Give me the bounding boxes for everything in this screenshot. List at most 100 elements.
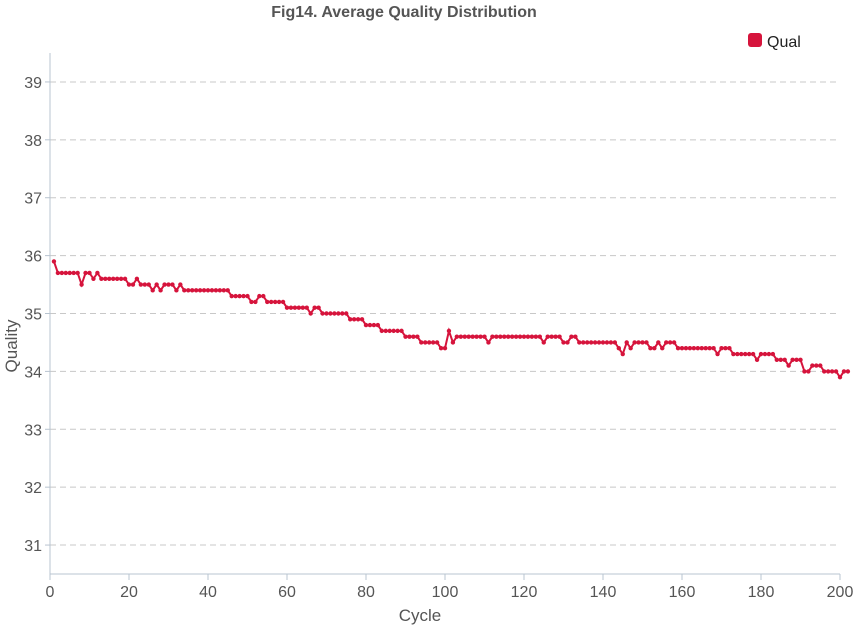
- data-point: [399, 328, 404, 334]
- data-point: [529, 334, 535, 339]
- data-point: [63, 270, 68, 276]
- data-point: [490, 334, 495, 339]
- data-point: [383, 328, 388, 334]
- data-point: [592, 340, 598, 345]
- data-point: [403, 334, 408, 339]
- data-point: [423, 340, 428, 345]
- x-tick-label-140: 140: [590, 584, 617, 601]
- series-points-qual: [51, 259, 851, 380]
- data-point: [300, 305, 305, 310]
- legend: Qual: [748, 33, 801, 51]
- data-point: [608, 340, 614, 345]
- data-point: [419, 340, 424, 345]
- y-axis-ticks: 31 32 33 34 35 36 37 38 39: [24, 75, 50, 555]
- data-point: [845, 369, 851, 374]
- y-tick-label-31: 31: [24, 538, 42, 555]
- data-point: [545, 334, 550, 339]
- data-point: [367, 322, 373, 328]
- data-point: [269, 299, 274, 305]
- data-point: [818, 363, 823, 368]
- data-point: [387, 328, 392, 334]
- data-point: [221, 288, 226, 293]
- data-point: [316, 305, 321, 310]
- y-tick-label-35: 35: [24, 307, 42, 324]
- data-point: [162, 282, 167, 287]
- data-point: [660, 346, 665, 351]
- data-point: [174, 288, 179, 293]
- data-point: [320, 311, 325, 316]
- series-line-qual: [53, 261, 848, 379]
- data-point: [391, 328, 396, 334]
- data-point: [375, 322, 381, 328]
- data-point: [553, 334, 558, 339]
- data-point: [430, 340, 436, 345]
- data-point: [565, 340, 570, 345]
- data-point: [596, 340, 602, 345]
- data-point: [521, 334, 527, 339]
- data-point: [778, 357, 783, 363]
- data-point: [632, 340, 637, 345]
- data-point: [743, 351, 748, 357]
- data-point: [474, 334, 479, 339]
- data-point: [679, 346, 685, 351]
- data-point: [494, 334, 499, 339]
- data-point: [107, 276, 112, 281]
- data-point: [482, 334, 487, 339]
- data-point: [363, 322, 369, 328]
- data-point: [324, 311, 329, 316]
- data-point: [328, 311, 333, 316]
- data-point: [549, 334, 554, 339]
- data-point: [758, 351, 764, 357]
- y-tick-label-39: 39: [24, 75, 42, 92]
- data-point: [442, 346, 448, 351]
- data-point: [138, 282, 144, 287]
- data-point: [786, 363, 791, 368]
- x-tick-label-60: 60: [278, 584, 296, 601]
- data-point: [67, 270, 72, 276]
- x-tick-label-20: 20: [120, 584, 138, 601]
- data-point: [612, 340, 618, 345]
- data-point: [750, 351, 756, 357]
- data-point: [782, 357, 787, 363]
- data-point: [573, 334, 578, 339]
- data-point: [438, 346, 444, 351]
- y-tick-label-38: 38: [24, 133, 42, 150]
- data-point: [336, 311, 341, 316]
- data-point: [355, 317, 361, 322]
- data-point: [450, 340, 456, 345]
- x-axis-title: Cycle: [399, 606, 442, 625]
- series-qual: [51, 259, 851, 380]
- data-point: [569, 334, 574, 339]
- data-point: [498, 334, 503, 339]
- data-point: [209, 288, 215, 293]
- data-point: [462, 334, 467, 339]
- data-point: [509, 334, 515, 339]
- data-point: [276, 299, 282, 305]
- data-point: [671, 340, 677, 345]
- data-point: [833, 369, 839, 374]
- data-point: [205, 288, 211, 293]
- data-point: [134, 276, 140, 281]
- x-axis-ticks: 0 20 40 60 80 100 120 140 160 180 200: [46, 574, 853, 601]
- data-point: [225, 288, 230, 293]
- data-point: [118, 276, 124, 281]
- data-point: [486, 340, 491, 345]
- x-tick-label-160: 160: [669, 584, 696, 601]
- data-point: [667, 340, 673, 345]
- data-point: [699, 346, 704, 351]
- data-point: [344, 311, 349, 316]
- data-point: [506, 334, 511, 339]
- data-point: [371, 322, 377, 328]
- y-axis-title: Quality: [2, 319, 21, 372]
- data-point: [746, 351, 752, 357]
- data-point: [731, 351, 736, 357]
- data-point: [502, 334, 507, 339]
- data-point: [95, 270, 100, 276]
- data-point: [193, 288, 199, 293]
- data-point: [308, 311, 313, 316]
- data-point: [707, 346, 712, 351]
- data-point: [229, 293, 234, 299]
- data-point: [51, 259, 57, 264]
- data-point: [533, 334, 539, 339]
- data-point: [585, 340, 590, 345]
